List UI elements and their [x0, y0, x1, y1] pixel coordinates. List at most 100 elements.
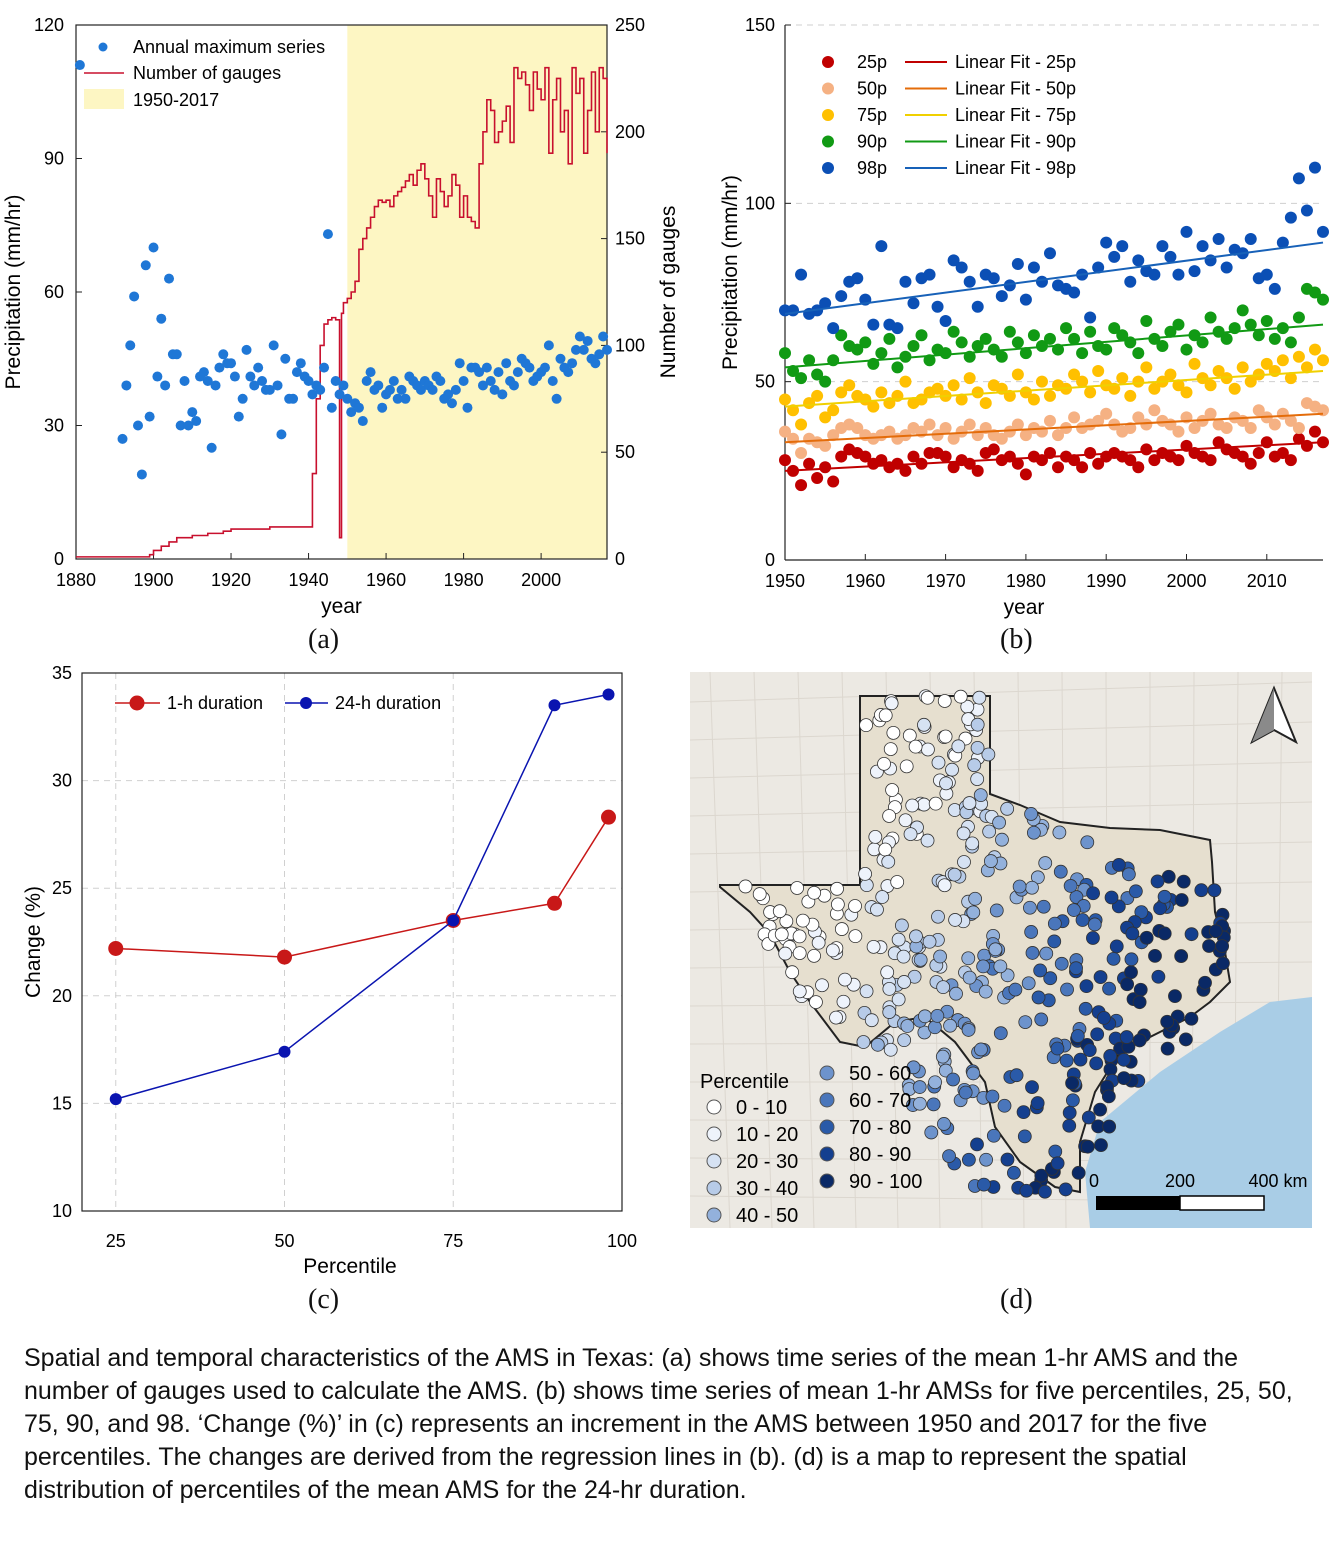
station-point	[961, 1152, 976, 1167]
station-point	[920, 690, 935, 705]
ams-point	[268, 340, 279, 351]
series-98p-point	[1317, 225, 1329, 238]
ams-point	[233, 411, 244, 422]
ams-point	[582, 335, 593, 346]
ams-point	[361, 376, 372, 386]
series-90p-point	[883, 332, 896, 345]
series-98p-point	[1148, 268, 1161, 281]
station-point	[792, 929, 807, 944]
legend-fit-25p-label: Linear Fit - 25p	[955, 52, 1076, 72]
ams-point	[175, 420, 186, 431]
series-75p-point	[1276, 354, 1289, 367]
series-75p-point	[1043, 389, 1056, 402]
scale-bar-black	[1096, 1196, 1180, 1210]
station-point	[738, 879, 753, 894]
ams-point	[140, 260, 151, 271]
station-point	[1043, 971, 1058, 986]
legend-item-label: 10 - 20	[736, 1124, 798, 1146]
station-point	[917, 717, 931, 732]
station-point	[962, 970, 977, 985]
ams-point	[547, 376, 558, 386]
station-point	[1174, 949, 1189, 963]
series-98p-point	[891, 322, 904, 335]
station-point	[859, 984, 874, 999]
station-point	[859, 718, 873, 733]
series-98p-point	[1196, 240, 1209, 253]
station-point	[945, 762, 959, 777]
station-point	[1132, 1033, 1147, 1048]
legend-highlight-marker	[84, 89, 124, 109]
station-point	[1101, 1089, 1116, 1104]
x-tick-label: 1880	[56, 570, 96, 590]
ams-point	[152, 371, 163, 382]
station-point	[1058, 1182, 1073, 1197]
x-tick-label: 2000	[1166, 571, 1206, 591]
series-90p-point	[955, 336, 968, 349]
series-25p-point	[1076, 461, 1089, 474]
ams-point	[288, 393, 299, 404]
series-50p-point	[1220, 422, 1233, 435]
series-90p-point	[835, 329, 848, 342]
station-point	[1030, 1096, 1045, 1110]
series-90p-point	[1244, 318, 1257, 331]
ams-point	[245, 371, 256, 382]
series-25p-point	[803, 457, 816, 470]
map-road	[709, 671, 731, 1229]
series-75p-point	[899, 375, 912, 388]
station-point	[870, 1037, 885, 1052]
station-point	[938, 729, 953, 744]
series-98p-point	[1124, 275, 1137, 288]
ams-point	[133, 420, 144, 431]
series-75p-point	[1011, 368, 1024, 381]
ams-point	[555, 353, 566, 364]
station-point	[890, 875, 905, 889]
series-98p-point	[1276, 236, 1289, 249]
station-point	[1080, 1139, 1095, 1154]
series-24h-point	[109, 1093, 122, 1106]
series-50p-point	[1252, 404, 1265, 417]
station-point	[949, 986, 963, 1001]
series-75p-point	[1132, 375, 1145, 388]
x-tick-label: 1900	[133, 570, 173, 590]
station-point	[792, 984, 807, 999]
station-point	[1059, 1053, 1074, 1068]
series-24h-point	[548, 699, 561, 712]
ams-point	[291, 367, 302, 378]
ams-point	[524, 362, 535, 373]
series-98p-point	[835, 290, 848, 303]
station-point	[920, 833, 935, 848]
series-50p-point	[1268, 418, 1281, 431]
series-98p-point	[931, 300, 944, 313]
station-point	[931, 909, 945, 924]
station-point	[1198, 975, 1212, 990]
series-25p-point	[1011, 457, 1024, 470]
station-point	[931, 755, 946, 770]
series-98p-point	[1284, 211, 1297, 224]
legend-item-label: 20 - 30	[736, 1151, 798, 1173]
station-point	[1063, 879, 1078, 893]
station-point	[1030, 870, 1045, 885]
x-tick-label: 1990	[1086, 571, 1126, 591]
series-90p-point	[1268, 332, 1281, 345]
series-90p-point	[1212, 325, 1225, 338]
station-point	[785, 965, 800, 980]
station-point	[993, 1026, 1008, 1041]
station-point	[878, 708, 893, 723]
series-75p-point	[979, 397, 992, 410]
ams-point	[319, 362, 330, 373]
y-axis-label: Precipitation (mm/hr)	[2, 195, 25, 390]
ams-point	[295, 358, 306, 369]
fit-line-50p	[784, 412, 1324, 444]
station-point	[989, 903, 1004, 918]
legend-98p-label: 98p	[857, 158, 887, 178]
series-90p-point	[979, 332, 992, 345]
series-98p-point	[971, 300, 984, 313]
series-98p-point	[795, 268, 808, 281]
station-point	[1121, 867, 1136, 882]
station-point	[1215, 939, 1230, 953]
station-point	[1124, 952, 1139, 967]
legend-1h-label: 1-h duration	[167, 693, 263, 713]
series-75p-point	[1076, 375, 1089, 388]
series-25p-point	[1244, 457, 1257, 470]
series-50p-point	[1092, 414, 1105, 427]
